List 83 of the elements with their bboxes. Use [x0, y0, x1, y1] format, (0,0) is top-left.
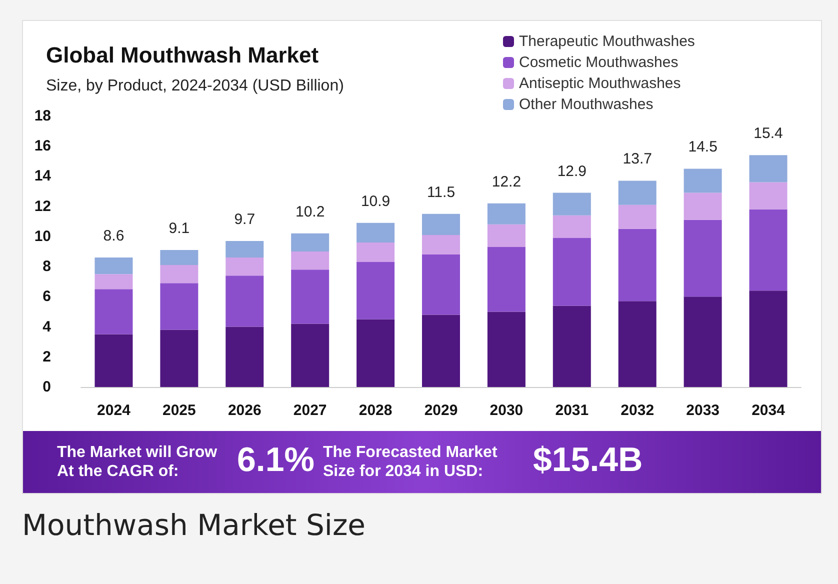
bar [684, 296, 722, 387]
legend-label: Other Mouthwashes [519, 96, 654, 113]
y-tick-label: 6 [42, 288, 51, 306]
bar [94, 334, 133, 387]
x-tick-label: 2033 [686, 402, 720, 419]
bar [94, 258, 133, 274]
bar [160, 250, 198, 266]
legend-label: Therapeutic Mouthwashes [519, 33, 695, 50]
chart-title: Global Mouthwash Market [46, 42, 320, 68]
bar [749, 290, 788, 387]
total-label: 12.9 [557, 162, 587, 180]
bar [422, 254, 460, 315]
bar [291, 324, 330, 387]
y-tick-label: 12 [34, 198, 51, 215]
bar [291, 252, 330, 270]
bar [356, 262, 395, 320]
x-tick-label: 2028 [358, 402, 392, 419]
total-label: 14.5 [688, 138, 718, 156]
x-tick-label: 2031 [555, 402, 589, 419]
total-label: 10.9 [360, 192, 390, 210]
y-tick-label: 10 [34, 228, 51, 245]
bar [552, 192, 591, 216]
bar [552, 306, 591, 387]
bar [226, 258, 264, 276]
bar [356, 319, 395, 387]
x-tick-label: 2027 [293, 402, 327, 419]
y-tick-label: 18 [34, 108, 51, 124]
bar [226, 276, 264, 327]
bar [487, 312, 526, 387]
bar [226, 240, 264, 258]
y-tick-label: 4 [42, 318, 52, 336]
bar [94, 289, 133, 334]
y-tick-label: 0 [42, 378, 51, 396]
bar [618, 180, 656, 205]
bar [749, 155, 788, 182]
bar [618, 301, 656, 387]
bar [94, 274, 133, 290]
bar [552, 238, 591, 306]
x-tick-label: 2029 [424, 402, 458, 419]
total-label: 12.2 [492, 173, 522, 190]
y-tick-label: 14 [34, 168, 52, 185]
chart-subtitle: Size, by Product, 2024-2034 (USD Billion) [46, 78, 344, 94]
x-tick-label: 2030 [490, 402, 524, 419]
total-label: 13.7 [622, 150, 652, 168]
bar [356, 222, 395, 242]
bar [422, 214, 460, 235]
bar [487, 203, 526, 224]
x-tick-label: 2025 [162, 402, 196, 419]
bar [160, 283, 198, 330]
total-label: 10.2 [295, 203, 325, 220]
legend-label: Cosmetic Mouthwashes [519, 54, 678, 71]
x-tick-label: 2034 [752, 402, 786, 419]
x-tick-label: 2032 [620, 402, 654, 419]
bar [749, 209, 788, 291]
bar [618, 204, 656, 229]
bar [749, 182, 788, 210]
total-label: 15.4 [754, 125, 783, 142]
bar [160, 330, 198, 387]
bar [684, 192, 722, 220]
x-tick-label: 2026 [228, 402, 262, 419]
bar [226, 326, 264, 387]
bar [684, 168, 722, 193]
text: Mouthwash Market Size [22, 508, 366, 542]
y-tick-label: 2 [42, 348, 51, 366]
bar [422, 314, 460, 387]
bar [291, 233, 330, 252]
y-tick-label: 8 [42, 258, 51, 276]
bar [487, 224, 526, 247]
bar [160, 265, 198, 284]
bar [487, 246, 526, 312]
y-tick-label: 16 [34, 138, 51, 155]
total-label: 8.6 [103, 228, 124, 245]
bar [291, 270, 330, 324]
bar [684, 220, 722, 297]
bar [618, 228, 656, 302]
total-label: 11.5 [426, 184, 456, 201]
total-label: 9.7 [234, 210, 256, 228]
x-tick-label: 2024 [97, 402, 132, 419]
legend-label: Antiseptic Mouthwashes [519, 75, 681, 92]
bar [552, 215, 591, 238]
bar [356, 242, 395, 262]
bar [422, 234, 460, 255]
total-label: 9.1 [168, 220, 190, 237]
